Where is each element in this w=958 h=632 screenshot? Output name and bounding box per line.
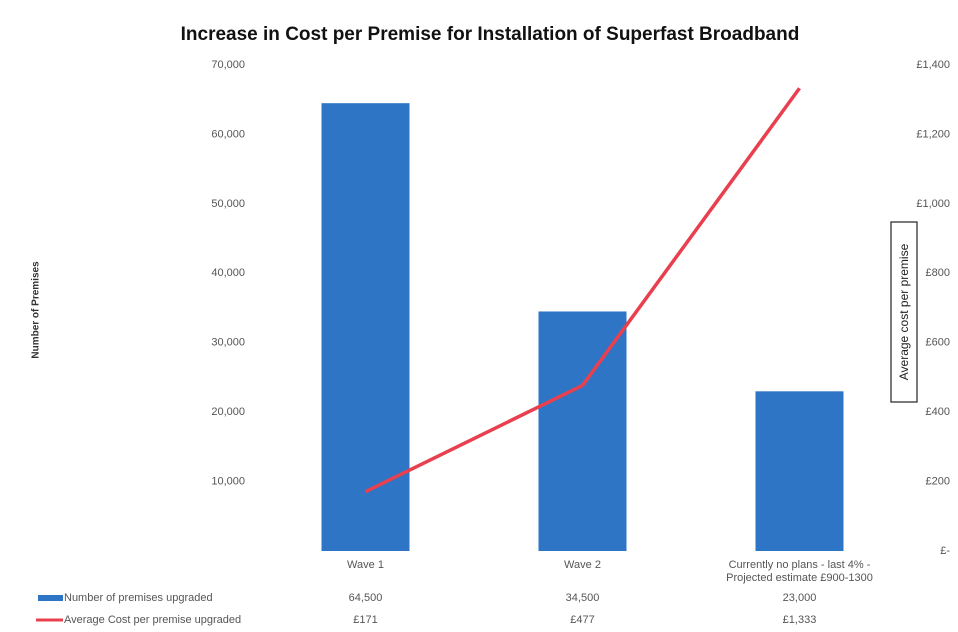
y-tick-label: 50,000 [211, 198, 245, 210]
legend-swatch [38, 595, 63, 601]
legend-label: Average Cost per premise upgraded [64, 614, 241, 626]
bar [321, 103, 410, 551]
y2-tick-label: £1,000 [916, 198, 950, 210]
y2-tick-label: £200 [926, 475, 950, 487]
x-tick-label: Currently no plans - last 4% - Projected… [726, 559, 873, 584]
y2-axis-title: Average cost per premise [897, 243, 911, 380]
y-axis-title: Number of Premises [31, 261, 42, 359]
y-tick-label: 20,000 [211, 406, 245, 418]
y-tick-label: 10,000 [211, 475, 245, 487]
x-tick-label: Wave 1 [347, 559, 384, 571]
bar [538, 311, 627, 551]
y-tick-label: 60,000 [211, 128, 245, 140]
table-value: 34,500 [566, 592, 600, 604]
chart-title: Increase in Cost per Premise for Install… [181, 24, 800, 45]
table-value: £171 [353, 614, 377, 626]
y2-tick-label: £- [940, 545, 950, 557]
x-tick-label: Wave 2 [564, 559, 601, 571]
y2-tick-label: £1,200 [916, 128, 950, 140]
y2-tick-label: £800 [926, 267, 950, 279]
table-value: 64,500 [349, 592, 383, 604]
table-value: 23,000 [783, 592, 817, 604]
y-tick-label: 40,000 [211, 267, 245, 279]
table-value: £1,333 [783, 614, 817, 626]
bar [755, 391, 844, 551]
legend-label: Number of premises upgraded [64, 592, 213, 604]
y2-tick-label: £1,400 [916, 59, 950, 71]
line [364, 87, 801, 494]
y2-tick-label: £600 [926, 337, 950, 349]
y-tick-label: 70,000 [211, 59, 245, 71]
table-value: £477 [570, 614, 594, 626]
y2-title-box [890, 221, 918, 403]
y2-tick-label: £400 [926, 406, 950, 418]
y-tick-label: 30,000 [211, 337, 245, 349]
